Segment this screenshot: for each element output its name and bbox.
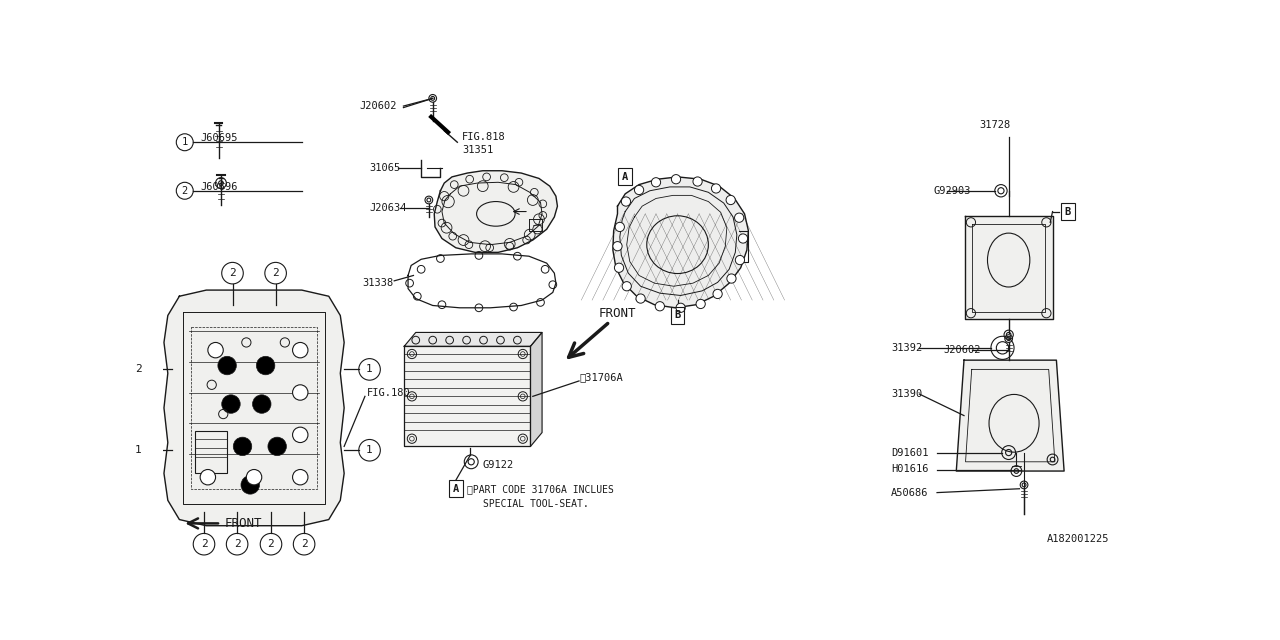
Circle shape bbox=[252, 395, 271, 413]
Circle shape bbox=[256, 356, 275, 375]
Polygon shape bbox=[965, 216, 1052, 319]
Polygon shape bbox=[956, 360, 1064, 471]
Text: FIG.180: FIG.180 bbox=[367, 387, 411, 397]
Text: SPECIAL TOOL-SEAT.: SPECIAL TOOL-SEAT. bbox=[483, 499, 589, 509]
Text: 2: 2 bbox=[273, 268, 279, 278]
Text: 2: 2 bbox=[136, 364, 142, 374]
Polygon shape bbox=[404, 346, 530, 447]
Text: 31351: 31351 bbox=[462, 145, 493, 155]
Circle shape bbox=[739, 234, 748, 243]
Circle shape bbox=[636, 294, 645, 303]
Circle shape bbox=[218, 356, 237, 375]
Text: 31338: 31338 bbox=[362, 278, 393, 288]
Text: G9122: G9122 bbox=[483, 460, 515, 470]
Text: J60695: J60695 bbox=[200, 133, 238, 143]
Circle shape bbox=[268, 437, 287, 456]
Circle shape bbox=[652, 178, 660, 187]
Circle shape bbox=[726, 195, 735, 205]
Circle shape bbox=[613, 241, 622, 251]
Bar bbox=[618, 168, 632, 186]
Circle shape bbox=[233, 437, 252, 456]
Circle shape bbox=[293, 385, 308, 400]
Polygon shape bbox=[530, 332, 541, 447]
Text: 2: 2 bbox=[182, 186, 188, 196]
Text: 1: 1 bbox=[182, 137, 188, 147]
Text: J20602: J20602 bbox=[943, 345, 980, 355]
Text: 1: 1 bbox=[366, 364, 372, 374]
Text: J20634: J20634 bbox=[370, 203, 407, 212]
Text: 31390: 31390 bbox=[891, 389, 922, 399]
Text: A182001225: A182001225 bbox=[1047, 534, 1110, 544]
Polygon shape bbox=[613, 177, 749, 308]
Text: H01616: H01616 bbox=[891, 465, 928, 474]
Bar bbox=[671, 307, 685, 324]
Text: J60696: J60696 bbox=[200, 182, 238, 192]
Text: 2: 2 bbox=[201, 539, 207, 549]
Text: 2: 2 bbox=[301, 539, 307, 549]
Circle shape bbox=[614, 263, 623, 273]
Circle shape bbox=[207, 342, 223, 358]
Circle shape bbox=[221, 395, 241, 413]
Text: FIG.818: FIG.818 bbox=[462, 132, 506, 142]
Text: 31728: 31728 bbox=[979, 120, 1011, 129]
Text: 31065: 31065 bbox=[370, 163, 401, 173]
Circle shape bbox=[672, 175, 681, 184]
Circle shape bbox=[200, 470, 215, 485]
Text: 2: 2 bbox=[229, 268, 236, 278]
Polygon shape bbox=[434, 171, 558, 252]
Text: A50686: A50686 bbox=[891, 488, 928, 498]
Text: A: A bbox=[622, 172, 628, 182]
Text: ※31706A: ※31706A bbox=[579, 372, 623, 382]
Text: FRONT: FRONT bbox=[598, 307, 636, 321]
Circle shape bbox=[713, 289, 722, 298]
Text: 2: 2 bbox=[268, 539, 274, 549]
Text: FRONT: FRONT bbox=[225, 517, 262, 530]
Circle shape bbox=[241, 476, 260, 494]
Text: A: A bbox=[453, 484, 460, 493]
Circle shape bbox=[712, 184, 721, 193]
Text: 31392: 31392 bbox=[891, 343, 922, 353]
Text: J20602: J20602 bbox=[360, 101, 397, 111]
Text: G92903: G92903 bbox=[933, 186, 970, 196]
Text: D91601: D91601 bbox=[891, 447, 928, 458]
Text: B: B bbox=[675, 310, 681, 321]
Bar bbox=[449, 480, 463, 497]
Circle shape bbox=[692, 177, 703, 186]
Circle shape bbox=[616, 222, 625, 232]
Circle shape bbox=[655, 301, 664, 311]
Circle shape bbox=[293, 427, 308, 442]
Circle shape bbox=[246, 470, 262, 485]
Circle shape bbox=[621, 197, 631, 206]
Circle shape bbox=[676, 303, 685, 312]
Circle shape bbox=[622, 282, 631, 291]
Text: 1: 1 bbox=[366, 445, 372, 455]
Circle shape bbox=[735, 255, 745, 265]
Circle shape bbox=[735, 213, 744, 222]
Circle shape bbox=[696, 300, 705, 308]
Polygon shape bbox=[164, 290, 344, 525]
Text: B: B bbox=[1065, 207, 1071, 216]
Circle shape bbox=[293, 342, 308, 358]
Bar bbox=[195, 431, 227, 474]
Circle shape bbox=[635, 186, 644, 195]
Text: ※PART CODE 31706A INCLUES: ※PART CODE 31706A INCLUES bbox=[467, 484, 614, 495]
Circle shape bbox=[727, 274, 736, 283]
Circle shape bbox=[293, 470, 308, 485]
Text: 2: 2 bbox=[234, 539, 241, 549]
Text: 1: 1 bbox=[136, 445, 142, 455]
Polygon shape bbox=[404, 332, 541, 346]
Bar bbox=[1061, 203, 1075, 220]
